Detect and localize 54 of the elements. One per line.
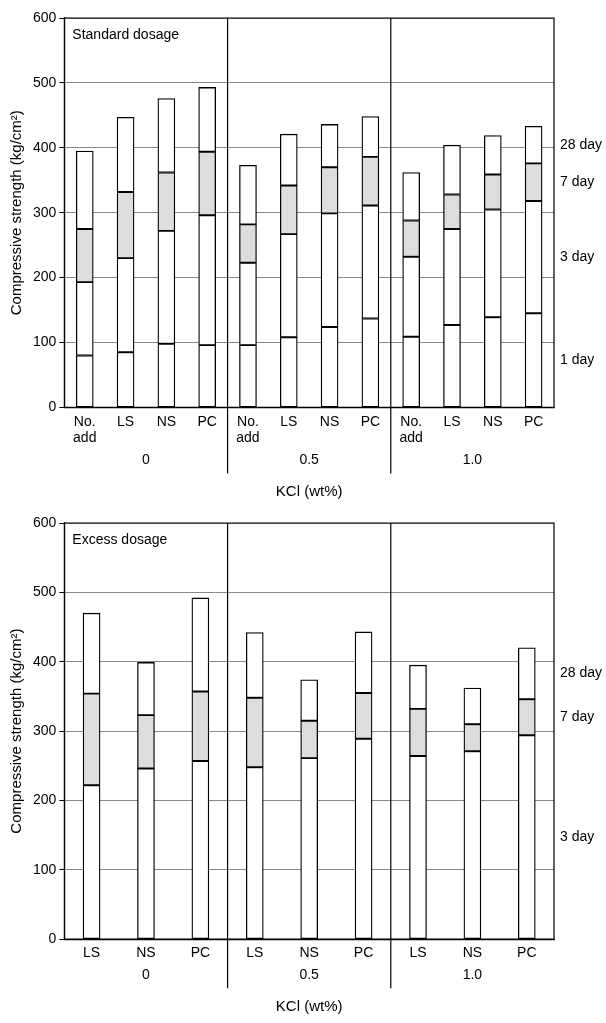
- x-tick-label: No. add: [73, 412, 97, 446]
- y-axis-title: Compressive strength (kg/cm²): [7, 110, 25, 316]
- y-tick-label: 500: [33, 73, 57, 90]
- x-tick-label: PC: [517, 944, 537, 961]
- x-tick-label: PC: [360, 412, 381, 429]
- text: 0: [142, 966, 151, 983]
- text: 1.0: [462, 966, 483, 983]
- x-tick-label: PC: [197, 412, 217, 429]
- series-label: 3 day: [560, 828, 595, 845]
- x-tick-label: LS: [246, 944, 264, 961]
- text: 0.5: [299, 966, 320, 983]
- y-tick-label: 600: [33, 513, 57, 530]
- x-tick-label: PC: [353, 944, 374, 961]
- text: 0: [142, 451, 151, 468]
- x-tick-label: NS: [319, 412, 340, 429]
- x-axis-title: KCl (wt%): [275, 997, 343, 1015]
- series-label: 3 day: [560, 248, 595, 265]
- x-tick-label: No. add: [236, 412, 260, 446]
- y-tick-label: 200: [33, 268, 57, 285]
- x-tick-label: NS: [483, 412, 503, 429]
- y-tick-label: 100: [33, 860, 57, 877]
- y-tick-label: 200: [33, 791, 57, 808]
- y-axis-title: Compressive strength (kg/cm²): [7, 628, 25, 834]
- series-label: 1 day: [560, 351, 595, 368]
- y-tick-label: 0: [48, 398, 57, 415]
- y-tick-label: 400: [33, 652, 57, 669]
- series-label: 7 day: [560, 173, 595, 190]
- y-tick-label: 500: [33, 583, 57, 600]
- y-tick-label: 300: [33, 203, 57, 220]
- x-tick-label: NS: [299, 944, 319, 961]
- text: 0.5: [299, 451, 320, 468]
- x-axis-title: KCl (wt%): [275, 482, 343, 500]
- series-label: 7 day: [560, 708, 595, 725]
- x-tick-label: LS: [280, 412, 298, 429]
- x-tick-label: PC: [523, 412, 544, 429]
- x-tick-label: NS: [156, 412, 177, 429]
- x-tick-label: NS: [462, 944, 483, 961]
- y-tick-label: 300: [33, 721, 57, 738]
- y-tick-label: 100: [33, 333, 57, 350]
- series-label: 28 day: [560, 135, 603, 152]
- x-tick-label: LS: [117, 412, 135, 429]
- x-tick-label: LS: [409, 944, 427, 961]
- series-label: 28 day: [560, 664, 603, 681]
- y-tick-label: 0: [48, 930, 57, 947]
- text: 1.0: [462, 451, 483, 468]
- x-tick-label: NS: [136, 944, 156, 961]
- y-tick-label: 400: [33, 138, 57, 155]
- x-tick-label: LS: [83, 944, 101, 961]
- x-tick-label: PC: [190, 944, 211, 961]
- x-tick-label: No. add: [399, 412, 423, 446]
- x-tick-label: LS: [443, 412, 461, 429]
- y-tick-label: 600: [33, 8, 57, 25]
- text: Excess dosage: [72, 530, 168, 547]
- text: Standard dosage: [72, 25, 180, 42]
